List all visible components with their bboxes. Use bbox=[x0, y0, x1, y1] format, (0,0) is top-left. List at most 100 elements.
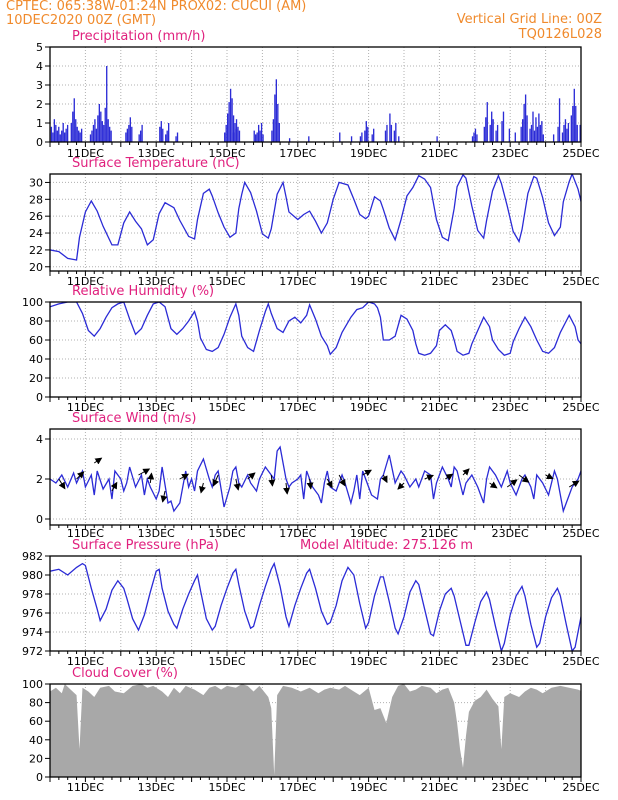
precip-bar bbox=[599, 131, 600, 142]
panel-4-plot bbox=[50, 445, 612, 514]
precip-bar bbox=[605, 136, 606, 142]
wind-arrow bbox=[58, 478, 66, 490]
precip-bar bbox=[489, 124, 491, 142]
precip-bar bbox=[585, 119, 586, 142]
precip-bar bbox=[474, 128, 477, 142]
precip-bar bbox=[131, 126, 133, 142]
series-line bbox=[50, 174, 581, 261]
y-tick-label: 980 bbox=[22, 569, 43, 582]
precip-bar bbox=[520, 126, 522, 142]
precip-bar bbox=[539, 124, 542, 142]
precip-bar bbox=[232, 115, 235, 142]
wind-arrow bbox=[518, 474, 530, 483]
precip-bar bbox=[384, 130, 387, 142]
wind-arrow bbox=[462, 468, 470, 476]
precip-bar bbox=[564, 119, 567, 142]
y-tick-label: 0 bbox=[36, 136, 43, 149]
y-tick-label: 80 bbox=[29, 697, 43, 710]
precip-bar bbox=[390, 124, 393, 142]
header-model-code: TQ0126L028 bbox=[518, 27, 602, 42]
wind-arrow bbox=[306, 478, 314, 490]
precip-bar bbox=[532, 111, 534, 142]
y-tick-label: 30 bbox=[29, 176, 43, 189]
precip-bar bbox=[526, 115, 528, 142]
x-tick-label: 21DEC bbox=[421, 147, 458, 160]
precip-bar bbox=[229, 88, 232, 142]
x-tick-label: 17DEC bbox=[279, 781, 316, 794]
precip-bar bbox=[566, 128, 568, 142]
precip-bar bbox=[253, 130, 255, 142]
x-tick-label: 21DEC bbox=[421, 401, 458, 414]
precip-bar bbox=[473, 132, 475, 142]
precip-bar bbox=[436, 136, 438, 142]
precip-bar bbox=[94, 119, 96, 142]
wind-arrow bbox=[338, 474, 346, 487]
panel-3-title: Relative Humidity (%) bbox=[72, 284, 214, 299]
header-station-info: CPTEC: 065:38W-01:24N PROX02: CUCUI (AM) bbox=[6, 0, 307, 14]
panel-2: 20 22 24 26 28 30 11DEC 13DEC 15DEC 17DEC 19DEC 21D… bbox=[29, 156, 600, 288]
panel-6-plot bbox=[50, 684, 581, 777]
precip-bar bbox=[139, 130, 142, 142]
precip-bar bbox=[501, 121, 503, 142]
precip-bar bbox=[75, 119, 77, 142]
precip-bar bbox=[579, 124, 581, 142]
x-tick-label: 25DEC bbox=[562, 655, 599, 668]
x-tick-label: 19DEC bbox=[350, 781, 387, 794]
precip-bar bbox=[138, 134, 140, 142]
precip-bar bbox=[609, 121, 610, 142]
precip-bar bbox=[97, 115, 99, 142]
precip-bar bbox=[361, 132, 363, 142]
wind-arrow bbox=[568, 480, 580, 488]
wind-arrow bbox=[326, 478, 333, 489]
panel-2-title: Surface Temperature (nC) bbox=[72, 156, 240, 171]
y-tick-label: 26 bbox=[29, 210, 43, 223]
panel-4-title: Surface Wind (m/s) bbox=[72, 411, 196, 426]
precip-bar bbox=[76, 126, 78, 142]
header-run-date: 10DEC2020 00Z (GMT) bbox=[6, 13, 157, 28]
precip-bar bbox=[573, 88, 575, 142]
y-tick-label: 22 bbox=[29, 244, 43, 257]
wind-arrow bbox=[381, 474, 388, 484]
wind-arrow bbox=[93, 457, 103, 465]
precip-bar bbox=[563, 124, 565, 142]
series-line bbox=[50, 445, 581, 514]
wind-arrow bbox=[506, 479, 518, 488]
precip-bar bbox=[65, 128, 67, 142]
wind-arrow bbox=[489, 481, 498, 489]
precip-bar bbox=[175, 136, 177, 142]
precip-bar bbox=[389, 113, 391, 142]
precip-bar bbox=[271, 130, 273, 142]
x-tick-label: 11DEC bbox=[67, 275, 104, 288]
precip-bar bbox=[70, 123, 72, 142]
wind-arrow bbox=[160, 490, 168, 503]
wind-arrow bbox=[268, 474, 276, 487]
wind-arrow bbox=[605, 477, 612, 479]
precip-bar bbox=[529, 128, 531, 142]
precip-bar bbox=[257, 124, 260, 142]
precip-bar bbox=[50, 126, 53, 142]
y-tick-label: 2 bbox=[36, 473, 43, 486]
precip-bar bbox=[101, 121, 103, 142]
precip-bar bbox=[522, 119, 524, 142]
y-tick-label: 0 bbox=[36, 771, 43, 784]
precip-bar bbox=[278, 123, 280, 142]
wind-arrow bbox=[110, 481, 118, 492]
precip-bar bbox=[536, 126, 539, 142]
precip-bar bbox=[79, 132, 81, 142]
precip-bar bbox=[89, 134, 92, 142]
precip-bar bbox=[110, 130, 112, 142]
precip-bar bbox=[126, 128, 129, 142]
precip-bar bbox=[162, 128, 164, 142]
precip-bar bbox=[339, 132, 341, 142]
precip-bar bbox=[53, 119, 56, 142]
precip-bar bbox=[95, 128, 98, 142]
precip-bar bbox=[64, 132, 66, 142]
y-tick-label: 976 bbox=[22, 607, 43, 620]
y-tick-label: 40 bbox=[29, 734, 43, 747]
precip-bar bbox=[59, 134, 61, 142]
wind-arrow bbox=[233, 478, 241, 491]
precip-bar bbox=[557, 126, 559, 142]
precip-bar bbox=[125, 132, 127, 142]
y-tick-label: 3 bbox=[36, 79, 43, 92]
